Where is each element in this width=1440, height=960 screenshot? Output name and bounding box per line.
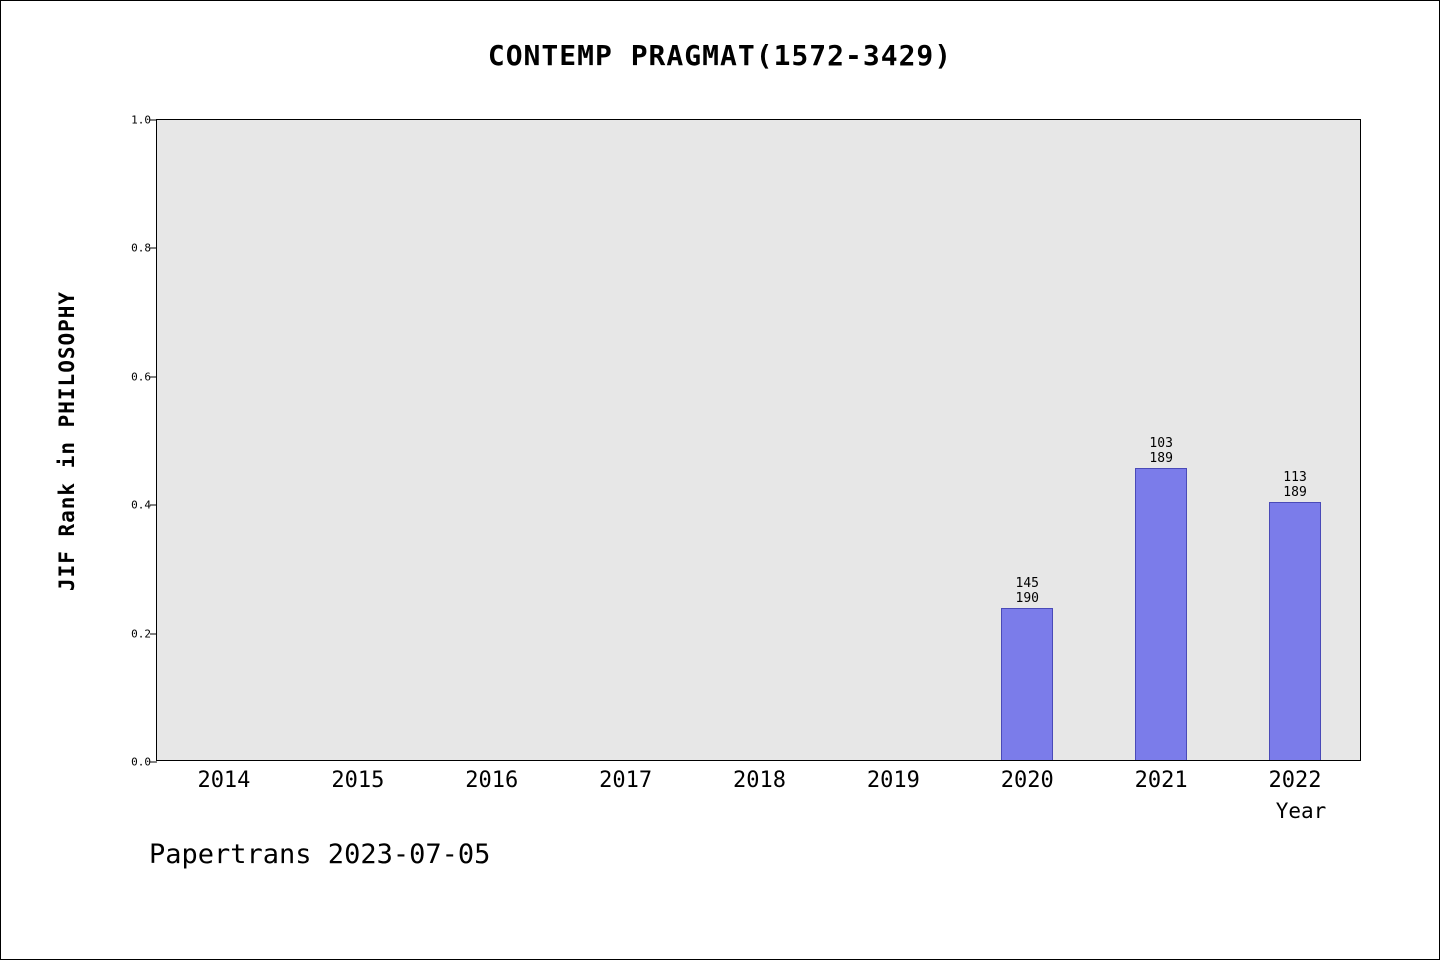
y-tick-mark (150, 761, 157, 763)
x-tick-label: 2016 (465, 768, 519, 793)
y-tick-mark (150, 504, 157, 506)
x-tick-label: 2014 (197, 768, 251, 793)
bar-value-label: 103 189 (1149, 435, 1173, 466)
watermark-text: Papertrans 2023-07-05 (149, 839, 491, 870)
x-tick-label: 2019 (866, 768, 920, 793)
y-tick-mark (150, 119, 157, 121)
y-tick-label: 0.8 (131, 241, 151, 255)
y-tick-label: 0.2 (131, 627, 151, 641)
y-axis-label: JIF Rank in PHILOSOPHY (55, 290, 79, 592)
y-tick-label: 1.0 (131, 113, 151, 127)
bar-value-label: 113 189 (1283, 469, 1307, 500)
x-tick-label: 2021 (1134, 768, 1188, 793)
x-tick-label: 2015 (331, 768, 385, 793)
x-tick-label: 2022 (1268, 768, 1322, 793)
y-tick-mark (150, 376, 157, 378)
y-tick-mark (150, 633, 157, 635)
x-tick-label: 2020 (1000, 768, 1054, 793)
x-axis-label: Year (1275, 799, 1327, 823)
bar-value-label: 145 190 (1015, 575, 1040, 606)
y-tick-label: 0.6 (131, 370, 151, 384)
x-tick-label: 2017 (599, 768, 653, 793)
chart-title: CONTEMP PRAGMAT(1572-3429) (487, 39, 953, 72)
y-tick-label: 0.4 (131, 498, 151, 512)
x-tick-label: 2018 (733, 768, 786, 793)
bar-2022 (1269, 501, 1322, 760)
y-tick-label: 0.0 (131, 755, 151, 769)
bar-2021 (1135, 467, 1188, 760)
bar-2020 (1001, 607, 1054, 760)
y-tick-mark (150, 247, 157, 249)
plot-area: 0.0 0.2 0.4 0.6 0.8 1.0 2014 2015 2016 2017 2018 20… (131, 114, 1361, 793)
